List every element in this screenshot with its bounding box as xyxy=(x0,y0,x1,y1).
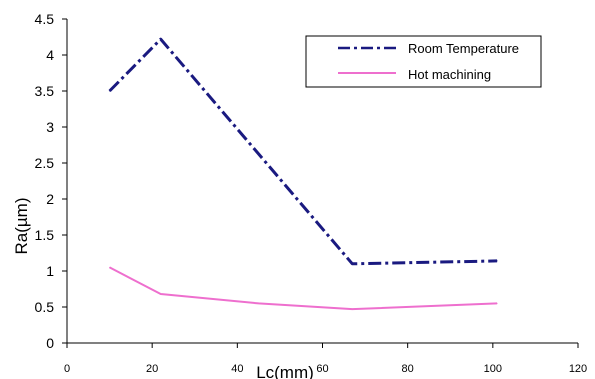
y-tick-label: 0 xyxy=(46,335,54,351)
legend: Room Temperature Hot machining xyxy=(305,35,542,88)
series-line-hot-machining xyxy=(109,266,498,311)
data-point-room-temperature xyxy=(496,260,498,262)
x-axis-ticks: 0 20 40 60 80 100 120 xyxy=(64,343,587,375)
y-tick-label: 2 xyxy=(46,191,54,207)
data-point-room-temperature xyxy=(109,90,111,92)
data-point-hot-machining xyxy=(109,266,111,268)
y-tick-label: 3 xyxy=(46,119,54,135)
series-line-room-temperature xyxy=(108,37,498,266)
y-tick-label: 3.5 xyxy=(35,83,55,99)
y-axis-title: Ra(µm) xyxy=(12,197,31,254)
x-tick-label: 20 xyxy=(146,363,158,375)
y-tick-label: 1 xyxy=(46,263,54,279)
x-tick-label: 100 xyxy=(484,363,502,375)
data-point-hot-machining xyxy=(496,302,498,304)
legend-label-hot-machining: Hot machining xyxy=(408,67,491,82)
x-tick-label: 0 xyxy=(64,363,70,375)
x-tick-label: 80 xyxy=(402,363,414,375)
series-layer xyxy=(108,37,498,311)
x-tick-label: 60 xyxy=(316,363,328,375)
y-tick-label: 2.5 xyxy=(35,155,55,171)
data-point-hot-machining xyxy=(258,302,260,304)
x-tick-label: 40 xyxy=(231,363,243,375)
x-axis-title: Lc(mm) xyxy=(256,363,314,379)
y-tick-label: 4 xyxy=(46,47,54,63)
data-point-room-temperature xyxy=(160,38,162,40)
x-tick-label: 120 xyxy=(569,363,587,375)
data-point-room-temperature xyxy=(351,263,353,265)
y-tick-label: 4.5 xyxy=(35,11,55,27)
y-tick-label: 0.5 xyxy=(35,299,55,315)
y-axis-ticks: 0 0.5 1 1.5 2 2.5 3 3.5 4 4.5 xyxy=(35,11,67,351)
legend-label-room-temperature: Room Temperature xyxy=(408,41,519,56)
y-tick-label: 1.5 xyxy=(35,227,55,243)
data-point-hot-machining xyxy=(160,293,162,295)
data-point-hot-machining xyxy=(351,308,353,310)
legend-box xyxy=(305,35,542,88)
